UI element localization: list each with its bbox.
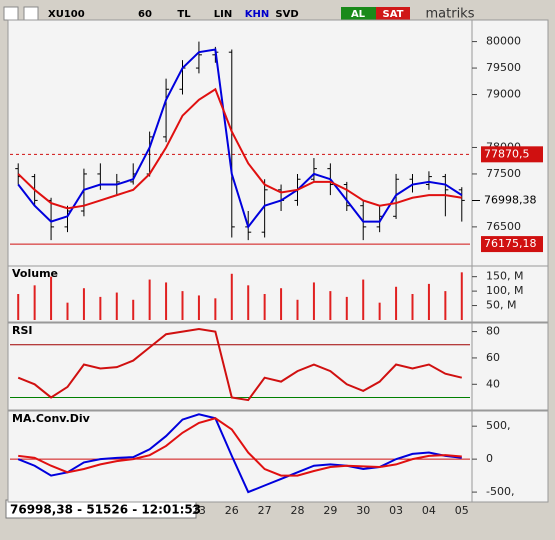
x-tick-label: 26 [225, 504, 239, 517]
y-tick-label: 76500 [486, 220, 521, 233]
panel-title: MA.Conv.Div [12, 412, 91, 425]
panel-bg [7, 19, 473, 268]
volume-bar [148, 279, 151, 320]
y-tick-label: 50, M [486, 299, 516, 312]
y-tick-label: 60 [486, 351, 500, 364]
axis-bg [471, 322, 549, 411]
volume-bar [132, 299, 135, 320]
volume-bar [329, 291, 332, 320]
volume-bar [460, 272, 463, 320]
volume-bar [444, 291, 447, 320]
last-label: 76998,38 [484, 193, 537, 206]
x-tick-label: 29 [323, 504, 337, 517]
volume-bar [280, 288, 283, 320]
buy-button[interactable]: AL [351, 9, 366, 20]
y-tick-label: 150, M [486, 270, 523, 283]
y-tick-label: 80000 [486, 35, 521, 48]
y-tick-label: 79500 [486, 61, 521, 74]
panel-bg [7, 410, 473, 503]
x-tick-label: 03 [389, 504, 403, 517]
toolbar: XU100 60 TL LIN KHN SVD AL SAT matriks [3, 6, 475, 22]
volume-bar [427, 283, 430, 320]
status: 76998,38 - 51526 - 12:01:53 [10, 503, 201, 517]
volume-bar [230, 273, 233, 320]
x-tick-label: 27 [258, 504, 272, 517]
volume-bar [66, 302, 69, 320]
x-tick-label: 28 [291, 504, 305, 517]
volume-bar [411, 294, 414, 320]
y-tick-label: 100, M [486, 284, 523, 297]
volume-bar [263, 294, 266, 320]
y-tick-label: -500, [486, 485, 514, 498]
axis-bg [471, 410, 549, 503]
volume-bar [378, 302, 381, 320]
x-tick-label: 23 [192, 504, 206, 517]
panel-title: Volume [12, 267, 58, 280]
volume-bar [362, 279, 365, 320]
volume-bar [312, 282, 315, 320]
level-label-bg [481, 146, 543, 163]
y-tick-label: 40 [486, 377, 500, 390]
volume-bar [395, 286, 398, 320]
series-line [18, 417, 462, 477]
sell-button[interactable]: SAT [383, 9, 404, 20]
volume-bar [345, 296, 348, 320]
volume-bar [50, 276, 53, 320]
volume-bar [33, 285, 36, 320]
series-line [17, 413, 462, 494]
menu-button[interactable] [3, 6, 19, 21]
sell-button-bg[interactable] [376, 7, 410, 20]
level-label-bg [481, 236, 543, 253]
volume-bar [214, 298, 217, 320]
volume-bar [115, 292, 118, 320]
y-tick-label: 79000 [486, 88, 521, 101]
level-label: 77870,5 [484, 147, 530, 160]
axis-bg [471, 19, 549, 268]
axis-bg [471, 265, 549, 323]
volume-bar [296, 299, 299, 320]
volume-bar [181, 291, 184, 320]
volume-bar [165, 282, 168, 320]
y-tick-label: 0 [486, 452, 493, 465]
close-button[interactable] [23, 6, 39, 21]
y-tick-label: 500, [486, 419, 511, 432]
panel-title: RSI [12, 324, 33, 337]
brand: matriks [426, 7, 475, 22]
currency-button[interactable]: TL [177, 9, 191, 20]
series-line [17, 327, 463, 402]
level-label: 76175,18 [484, 237, 537, 250]
volume-bar [17, 294, 20, 320]
save-button[interactable]: SVD [275, 9, 298, 20]
symbol[interactable]: XU100 [48, 9, 85, 20]
series-line [17, 48, 463, 230]
style-button[interactable]: KHN [245, 9, 270, 20]
buy-button-bg[interactable] [341, 7, 376, 20]
scale-button[interactable]: LIN [214, 9, 232, 20]
series-line [17, 87, 462, 210]
volume-bar [247, 285, 250, 320]
panel-bg [7, 265, 473, 323]
x-tick-label: 05 [455, 504, 469, 517]
volume-bar [99, 296, 102, 320]
volume-bar [82, 288, 85, 320]
period-button[interactable]: 60 [138, 9, 152, 20]
y-tick-label: 80 [486, 325, 500, 338]
x-tick-label: 04 [422, 504, 436, 517]
x-tick-label: 30 [356, 504, 370, 517]
y-tick-label: 77500 [486, 167, 521, 180]
volume-bar [197, 295, 200, 320]
